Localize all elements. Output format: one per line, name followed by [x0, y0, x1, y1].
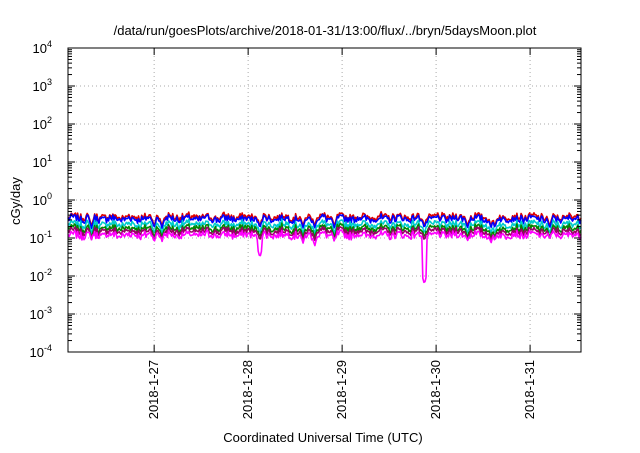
- x-axis-label: Coordinated Universal Time (UTC): [223, 430, 422, 445]
- series-line: [67, 229, 582, 284]
- x-axis: 2018-1-27 2018-1-28 2018-1-29 2018-1-30 2018…: [146, 48, 537, 419]
- x-tick-label: 2018-1-27: [146, 360, 161, 419]
- y-axis-label: cGy/day: [8, 177, 23, 225]
- chart-title: /data/run/goesPlots/archive/2018-01-31/1…: [114, 23, 537, 38]
- series-line: [67, 213, 582, 230]
- y-tick-label: 10-1: [30, 229, 52, 246]
- series-lines: [67, 211, 582, 284]
- x-tick-label: 2018-1-28: [240, 360, 255, 419]
- y-tick-label: 10-2: [30, 267, 52, 284]
- series-line: [67, 222, 582, 239]
- y-tick-label: 10-3: [30, 305, 52, 322]
- y-tick-label: 103: [33, 77, 52, 94]
- y-tick-label: 100: [33, 191, 52, 208]
- y-tick-label: 101: [33, 153, 52, 170]
- x-tick-label: 2018-1-29: [334, 360, 349, 419]
- y-tick-label: 102: [33, 115, 52, 132]
- x-tick-label: 2018-1-31: [522, 360, 537, 419]
- x-tick-label: 2018-1-30: [428, 360, 443, 419]
- series-line: [67, 218, 582, 235]
- y-tick-label: 104: [33, 39, 52, 56]
- y-tick-label: 10-4: [30, 343, 52, 360]
- grid-lines: [68, 48, 581, 352]
